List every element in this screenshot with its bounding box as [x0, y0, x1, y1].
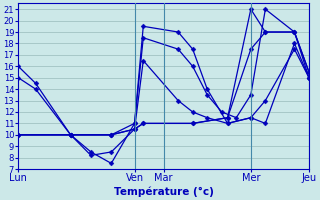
X-axis label: Température (°c): Température (°c) — [114, 186, 213, 197]
